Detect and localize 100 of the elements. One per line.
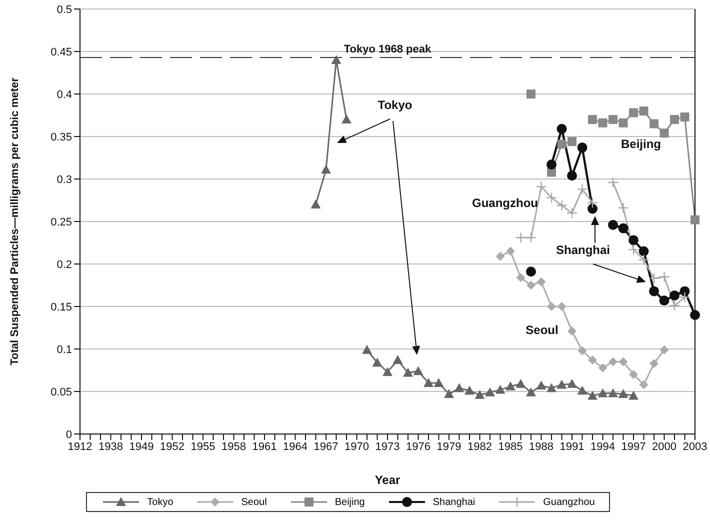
legend-label: Tokyo (147, 496, 174, 508)
point (658, 271, 670, 282)
y-tick-label: 0.2 (56, 258, 72, 271)
point (588, 204, 598, 214)
point (690, 310, 700, 320)
point (628, 235, 638, 246)
point (628, 244, 640, 256)
point (525, 232, 537, 244)
y-axis-title: Total Suspended Particles—milligrams per cubic meter (8, 76, 21, 366)
y-tick-label: 0.45 (50, 46, 72, 58)
point (588, 390, 598, 400)
point (638, 254, 650, 266)
x-tick-label: 1967 (314, 440, 338, 453)
x-tick-label: 1991 (560, 440, 584, 453)
point (618, 357, 628, 366)
point (403, 368, 413, 377)
x-tick-label: 1976 (406, 440, 430, 453)
point (650, 358, 658, 368)
annotation: Beijing (620, 137, 662, 151)
point (650, 119, 658, 128)
point (608, 388, 618, 398)
point (660, 128, 669, 138)
point (649, 286, 659, 296)
x-tick-label: 1952 (160, 440, 184, 453)
y-tick-label: 0.1 (56, 344, 72, 356)
y-tick-label: 0.15 (50, 301, 72, 314)
point (568, 326, 576, 336)
point (680, 112, 690, 122)
point (536, 277, 546, 286)
point (372, 358, 382, 367)
x-tick-label: 1970 (344, 440, 369, 453)
point (668, 300, 680, 312)
annotation: Guangzhou (472, 196, 538, 210)
x-tick-label: 1938 (98, 440, 123, 453)
legend-label: Beijing (334, 496, 365, 508)
x-tick-label: 1949 (129, 440, 154, 453)
y-tick-label: 0.05 (50, 386, 72, 398)
point (342, 114, 352, 124)
x-tick-label: 1994 (590, 440, 615, 453)
point (546, 383, 556, 392)
point (629, 370, 638, 379)
point (670, 115, 679, 124)
y-tick-label: 0.25 (50, 216, 72, 228)
point (588, 356, 597, 365)
point (506, 381, 516, 390)
x-tick-label: 1958 (222, 440, 246, 453)
x-tick-label: 1982 (468, 440, 492, 453)
point (547, 302, 556, 311)
point (331, 55, 342, 64)
point (557, 302, 566, 311)
point (577, 142, 588, 153)
point (659, 296, 670, 306)
point (586, 197, 598, 208)
point (526, 280, 536, 290)
point (566, 207, 578, 219)
point (618, 223, 628, 234)
y-tick-label: 0 (66, 428, 72, 441)
x-tick-label: 1961 (252, 440, 277, 453)
x-tick-label: 2003 (682, 440, 708, 453)
x-tick-label: 1988 (529, 440, 554, 453)
point (454, 383, 464, 392)
point (607, 176, 619, 188)
point (516, 378, 526, 388)
point (670, 290, 680, 300)
point (546, 160, 556, 170)
point (577, 386, 588, 395)
point (556, 200, 568, 211)
point (618, 202, 629, 214)
x-tick-label: 1955 (190, 440, 216, 453)
point (618, 118, 628, 128)
point (362, 344, 372, 354)
legend-label: Seoul (241, 496, 267, 508)
point (608, 220, 618, 230)
y-tick-label: 0.4 (56, 88, 72, 101)
x-tick-label: 1979 (436, 440, 462, 453)
point (413, 366, 424, 376)
point (536, 181, 547, 192)
point (474, 390, 485, 399)
point (321, 164, 331, 174)
annotation: Seoul (526, 323, 558, 337)
point (516, 273, 526, 282)
legend-label: Shanghai (432, 496, 476, 508)
point (526, 266, 536, 277)
point (690, 215, 700, 224)
point (598, 388, 608, 398)
point (628, 390, 638, 400)
point (608, 357, 618, 366)
point (515, 232, 526, 244)
point (660, 345, 669, 354)
x-tick-label: 1985 (498, 440, 523, 453)
point (680, 286, 690, 296)
y-tick-label: 0.35 (50, 131, 72, 144)
point (648, 272, 660, 284)
point (567, 378, 577, 388)
point (464, 386, 474, 395)
point (536, 380, 546, 390)
point (568, 137, 576, 146)
point (526, 90, 536, 98)
x-tick-label: 1997 (621, 440, 646, 453)
x-tick-label: 1973 (375, 440, 400, 453)
